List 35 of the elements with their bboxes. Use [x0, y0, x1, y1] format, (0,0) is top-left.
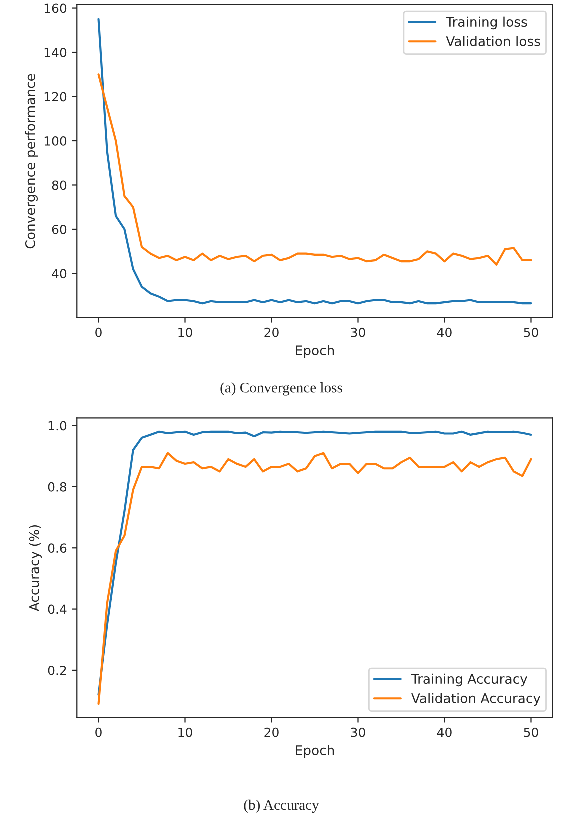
- x-tick-label: 30: [351, 328, 366, 338]
- x-tick-label: 10: [178, 328, 192, 338]
- y-tick-label: 0.4: [48, 604, 67, 614]
- y-tick-label: 160: [44, 4, 67, 14]
- x-axis-title: Epoch: [296, 745, 334, 758]
- y-tick-label: 40: [52, 269, 67, 279]
- y-tick-label: 140: [44, 48, 67, 58]
- y-tick-label: 80: [52, 180, 67, 190]
- legend-label: Training Accuracy: [411, 674, 528, 687]
- x-tick-label: 30: [351, 728, 366, 738]
- x-tick-label: 20: [264, 328, 279, 338]
- x-tick-label: 40: [437, 328, 452, 338]
- x-tick-label: 20: [264, 728, 279, 738]
- x-tick-label: 10: [178, 728, 192, 738]
- y-tick-label: 60: [52, 224, 67, 234]
- y-axis-title: Accuracy (%): [29, 526, 42, 612]
- y-tick-label: 120: [44, 92, 67, 102]
- line-series: [98, 74, 532, 266]
- y-tick-label: 0.6: [48, 544, 67, 554]
- x-tick-label: 50: [524, 728, 538, 738]
- y-tick-label: 0.8: [48, 482, 67, 492]
- y-axis-title: Convergence performance: [25, 74, 38, 249]
- y-tick-label: 0.2: [48, 666, 66, 676]
- y-tick-label: 100: [44, 136, 67, 146]
- x-tick-label: 0: [96, 728, 102, 738]
- y-tick-label: 1.0: [48, 421, 67, 431]
- x-tick-label: 40: [437, 728, 452, 738]
- x-tick-label: 50: [524, 328, 538, 338]
- text: (a) Convergence loss: [220, 382, 342, 396]
- text: (b) Accuracy: [244, 800, 320, 814]
- legend-label: Training loss: [446, 16, 528, 30]
- x-axis-title: Epoch: [296, 345, 334, 358]
- legend-label: Validation Accuracy: [412, 693, 541, 706]
- x-tick-label: 0: [96, 328, 102, 338]
- legend-label: Validation loss: [446, 36, 540, 46]
